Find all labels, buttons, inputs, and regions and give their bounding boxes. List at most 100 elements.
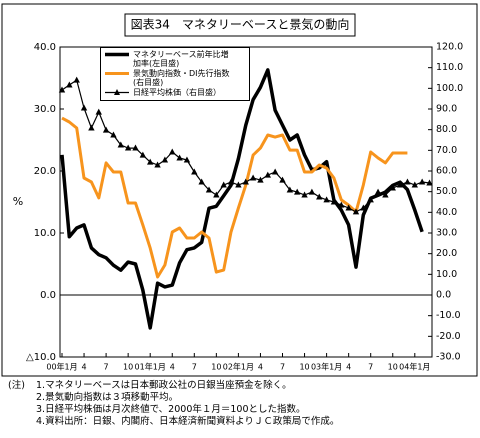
- triangle-marker: [249, 174, 257, 181]
- y2-tick-label: 100.0: [436, 83, 463, 94]
- x-tick-label: 03年1月: [311, 362, 342, 372]
- legend-item: マネタリーベース前年比増加率(左目盛): [104, 50, 246, 68]
- triangle-marker: [426, 179, 433, 186]
- x-tick-label: 01年1月: [135, 362, 166, 372]
- x-tick-label: 10: [123, 363, 133, 372]
- y-tick-label: △10.0: [26, 352, 56, 363]
- triangle-marker: [271, 168, 279, 175]
- note-text: 1.マネタリーベースは日本郵政公社の日銀当座預金を除く。: [36, 380, 292, 391]
- x-tick-label: 7: [368, 363, 373, 372]
- x-tick-label: 7: [280, 363, 285, 372]
- legend-swatch: [105, 52, 129, 57]
- y2-tick-label: 70.0: [436, 145, 457, 156]
- triangle-marker: [404, 178, 411, 185]
- triangle-marker: [264, 171, 271, 178]
- y2-tick-label: 30.0: [436, 228, 457, 239]
- chart-frame: [1, 3, 478, 377]
- triangle-marker: [352, 208, 360, 215]
- triangle-marker: [374, 188, 382, 195]
- triangle-marker: [73, 76, 80, 83]
- y-tick-label: 40.0: [34, 42, 56, 53]
- triangle-marker: [389, 184, 396, 191]
- triangle-marker: [345, 204, 352, 211]
- triangle-marker: [117, 141, 124, 148]
- x-tick-label: 10: [388, 363, 398, 372]
- triangle-marker: [235, 181, 242, 188]
- triangle-marker: [169, 148, 176, 155]
- y-tick-label: 0.0: [40, 290, 56, 301]
- legend-item: 景気動向指数・DI先行指数(右目盛): [104, 69, 246, 87]
- triangle-marker: [308, 188, 316, 195]
- note-row: (注) 1.マネタリーベースは日本郵政公社の日銀当座預金を除く。: [8, 380, 473, 392]
- legend-label: マネタリーベース前年比増加率(左目盛): [133, 50, 229, 68]
- chart-title: 図表34 マネタリーベースと景気の動向: [131, 17, 350, 32]
- y2-tick-label: 120.0: [436, 42, 463, 53]
- triangle-marker: [323, 196, 330, 203]
- note-label: [8, 416, 36, 428]
- x-tick-label: 7: [104, 363, 109, 372]
- legend-marker: [114, 89, 120, 95]
- note-label: [8, 392, 36, 404]
- y-tick-label: 10.0: [34, 228, 56, 239]
- note-text: 2.景気動向指数は３項移動平均。: [36, 392, 179, 403]
- triangle-marker: [95, 108, 102, 115]
- triangle-marker: [66, 81, 73, 88]
- triangle-marker: [132, 144, 139, 151]
- x-tick-label: 02年1月: [223, 362, 254, 372]
- triangle-marker: [139, 151, 147, 158]
- y2-tick-label: -10.0: [436, 310, 461, 321]
- triangle-marker: [396, 181, 404, 188]
- triangle-marker: [418, 178, 426, 185]
- x-tick-label: 4: [170, 363, 175, 372]
- series-line: [60, 68, 424, 330]
- legend: マネタリーベース前年比増加率(左目盛) 景気動向指数・DI先行指数(右目盛) 日経平…: [100, 47, 250, 101]
- y2-tick-label: 80.0: [436, 124, 457, 135]
- triangle-marker: [382, 191, 389, 198]
- triangle-marker: [257, 176, 264, 183]
- legend-label: 景気動向指数・DI先行指数(右目盛): [133, 69, 230, 87]
- x-tick-label: 4: [82, 363, 87, 372]
- x-tick-label: 10: [299, 363, 309, 372]
- triangle-marker: [183, 156, 191, 163]
- triangle-marker: [360, 204, 367, 211]
- triangle-marker: [301, 191, 308, 198]
- legend-swatch: [105, 89, 129, 95]
- y2-tick-label: -20.0: [436, 331, 461, 342]
- triangle-marker: [198, 178, 205, 185]
- x-tick-label: 00年1月: [46, 362, 77, 372]
- triangle-marker: [411, 181, 418, 188]
- triangle-marker: [242, 178, 249, 185]
- series-line: [61, 116, 408, 279]
- chart: 図表34 マネタリーベースと景気の動向 % △10.0 0.0 10.0 20.0 30…: [1, 3, 478, 377]
- triangle-marker: [124, 144, 132, 151]
- y-axis-label: %: [13, 195, 23, 208]
- triangle-marker: [316, 193, 323, 200]
- note-text: 4.資料出所：日銀、内閣府、日本経済新聞資料よりＪＣ政策局で作成。: [36, 416, 340, 427]
- triangle-marker: [213, 191, 220, 198]
- y2-tick-label: 50.0: [436, 186, 457, 197]
- y-tick-label: 20.0: [34, 166, 56, 177]
- y-tick-label: 30.0: [34, 104, 56, 115]
- title-box: [124, 13, 356, 37]
- triangle-marker: [338, 201, 345, 208]
- x-tick-label: 10: [211, 363, 221, 372]
- y2-tick-label: 110.0: [436, 62, 463, 73]
- note-row: 2.景気動向指数は３項移動平均。: [8, 392, 473, 404]
- note-row: 4.資料出所：日銀、内閣府、日本経済新聞資料よりＪＣ政策局で作成。: [8, 416, 473, 428]
- triangle-marker: [161, 156, 169, 163]
- y2-tick-label: 20.0: [436, 248, 457, 259]
- legend-swatch: [105, 72, 129, 75]
- triangle-marker: [58, 86, 66, 93]
- notes: (注) 1.マネタリーベースは日本郵政公社の日銀当座預金を除く。 2.景気動向指数は…: [8, 380, 473, 428]
- note-text: 3.日経平均株価は月次終値で、2000年１月＝100とした指数。: [36, 404, 306, 415]
- note-label: [8, 404, 36, 416]
- x-tick-label: 4: [258, 363, 263, 372]
- triangle-marker: [102, 126, 110, 133]
- note-label: (注): [8, 380, 25, 391]
- triangle-marker: [205, 186, 213, 193]
- triangle-marker: [227, 178, 235, 185]
- y2-tick-label: -30.0: [436, 352, 461, 363]
- triangle-marker: [220, 181, 227, 188]
- triangle-marker: [191, 168, 198, 175]
